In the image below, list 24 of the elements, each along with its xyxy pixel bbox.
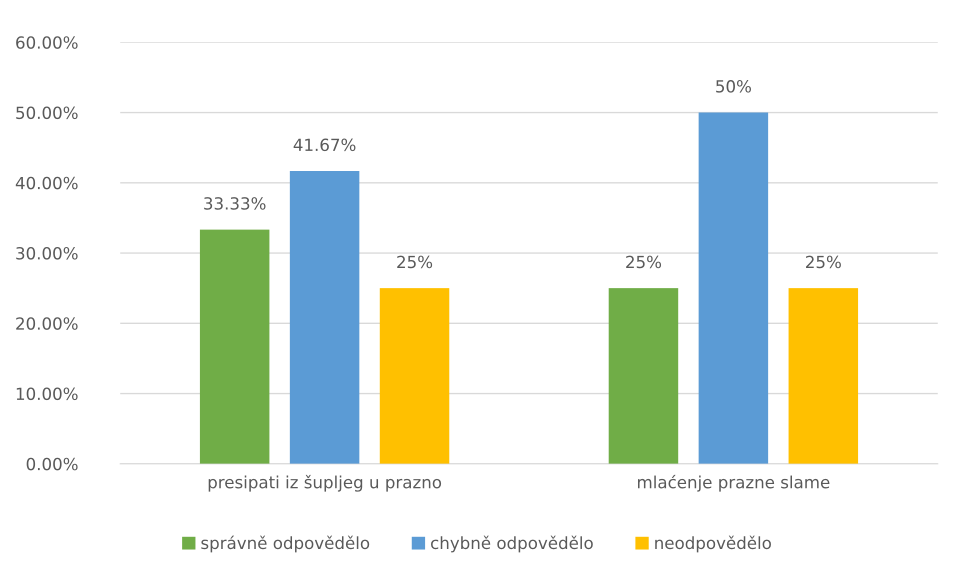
bar <box>608 288 678 464</box>
y-tick-label: 60.00% <box>16 36 78 49</box>
y-tick-label: 30.00% <box>16 246 78 260</box>
legend-label: chybně odpovědělo <box>431 536 593 552</box>
y-tick-label: 0.00% <box>26 458 78 470</box>
data-label: 50% <box>716 80 751 93</box>
data-label: 25% <box>806 256 841 268</box>
bar <box>380 288 450 464</box>
x-tick-label: mlaćenje prazne slame <box>638 474 830 492</box>
bar <box>698 112 768 464</box>
bar <box>788 288 858 464</box>
data-label: 33.33% <box>204 197 266 210</box>
bar <box>290 171 360 464</box>
data-label: 25% <box>397 256 432 268</box>
y-tick-label: 40.00% <box>16 176 78 190</box>
bar <box>200 230 270 464</box>
y-tick-label: 50.00% <box>16 106 78 120</box>
y-tick-label: 20.00% <box>16 317 78 330</box>
data-label: 25% <box>626 256 662 268</box>
x-tick-label: presipati iz šupljeg u prazno <box>208 474 442 492</box>
legend-label: správně odpovědělo <box>201 536 370 552</box>
data-label: 41.67% <box>294 138 356 152</box>
y-tick-label: 10.00% <box>16 387 78 400</box>
legend-label: neodpovědělo <box>655 536 771 552</box>
